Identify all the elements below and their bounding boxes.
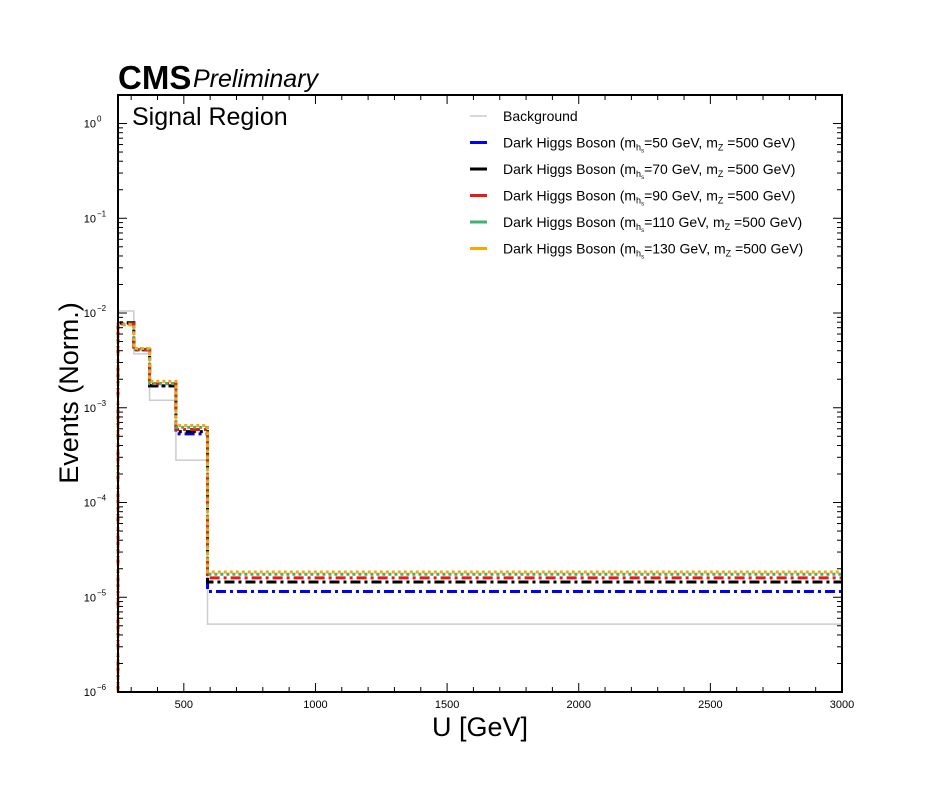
legend-subscript: s bbox=[641, 255, 644, 261]
y-tick-label: 10 bbox=[84, 498, 96, 510]
legend-subscript: s bbox=[641, 202, 644, 208]
legend-subscript: h bbox=[636, 196, 641, 206]
legend-text: =500 GeV) bbox=[723, 161, 795, 177]
y-tick-exponent: −1 bbox=[97, 209, 107, 218]
y-tick-label: 10 bbox=[84, 403, 96, 415]
legend-text: =500 GeV) bbox=[723, 188, 795, 204]
legend-text: =70 GeV, m bbox=[644, 161, 718, 177]
y-tick-exponent: −3 bbox=[97, 399, 107, 408]
legend-text: =50 GeV, m bbox=[644, 135, 718, 151]
x-tick-label: 500 bbox=[175, 699, 193, 711]
x-tick-label: 1500 bbox=[435, 699, 459, 711]
x-tick-label: 2000 bbox=[566, 699, 590, 711]
legend-text: Background bbox=[503, 108, 578, 124]
legend-text: =110 GeV, m bbox=[644, 214, 725, 230]
plot-frame bbox=[117, 94, 843, 693]
series-layer bbox=[116, 310, 842, 692]
legend-entry-5: Dark Higgs Boson (mhs=130 GeV, mZ =500 G… bbox=[503, 241, 803, 261]
status-label: Preliminary bbox=[193, 65, 320, 93]
plot-area bbox=[118, 95, 842, 692]
legend-text: =500 GeV) bbox=[723, 135, 795, 151]
region-label: Signal Region bbox=[132, 103, 288, 131]
y-tick-label: 10 bbox=[84, 687, 96, 699]
x-tick-label: 2500 bbox=[698, 699, 722, 711]
legend-text: Dark Higgs Boson (m bbox=[503, 188, 636, 204]
series-line-4 bbox=[116, 322, 842, 692]
legend-entry-4: Dark Higgs Boson (mhs=110 GeV, mZ =500 G… bbox=[503, 214, 802, 234]
y-tick-label: 10 bbox=[84, 308, 96, 320]
legend-subscript: s bbox=[641, 149, 644, 155]
experiment-label: CMS bbox=[118, 59, 191, 96]
y-tick-label: 10 bbox=[84, 213, 96, 225]
legend-subscript: Z bbox=[718, 196, 724, 206]
legend-entry-2: Dark Higgs Boson (mhs=70 GeV, mZ =500 Ge… bbox=[503, 161, 795, 181]
x-axis-label: U [GeV] bbox=[432, 712, 528, 742]
legend-text: =500 GeV) bbox=[731, 241, 803, 257]
y-axis-label: Events (Norm.) bbox=[54, 302, 84, 484]
x-tick-label: 1000 bbox=[303, 699, 327, 711]
legend-entry-1: Dark Higgs Boson (mhs=50 GeV, mZ =500 Ge… bbox=[503, 135, 795, 155]
x-tick-label: 3000 bbox=[830, 699, 854, 711]
legend-subscript: h bbox=[636, 143, 641, 153]
legend-subscript: Z bbox=[725, 222, 731, 232]
y-tick-exponent: 0 bbox=[97, 115, 102, 124]
legend-text: Dark Higgs Boson (m bbox=[503, 135, 636, 151]
y-tick-exponent: −4 bbox=[97, 494, 107, 503]
series-line-0 bbox=[117, 310, 842, 692]
legend-subscript: h bbox=[636, 222, 641, 232]
y-tick-label: 10 bbox=[84, 119, 96, 131]
y-tick-label: 10 bbox=[84, 592, 96, 604]
legend-entry-3: Dark Higgs Boson (mhs=90 GeV, mZ =500 Ge… bbox=[503, 188, 795, 208]
y-tick-exponent: −6 bbox=[97, 683, 107, 692]
legend-subscript: Z bbox=[718, 143, 724, 153]
legend-text: Dark Higgs Boson (m bbox=[503, 241, 636, 257]
legend-subscript: s bbox=[641, 175, 644, 181]
legend-text: Dark Higgs Boson (m bbox=[503, 161, 636, 177]
series-line-5 bbox=[116, 323, 842, 692]
legend-text: =90 GeV, m bbox=[644, 188, 718, 204]
legend-subscript: h bbox=[636, 249, 641, 259]
y-tick-exponent: −5 bbox=[97, 588, 107, 597]
legend-subscript: Z bbox=[726, 249, 732, 259]
legend-text: Dark Higgs Boson (m bbox=[503, 214, 636, 230]
legend-subscript: Z bbox=[718, 169, 724, 179]
legend-text: =130 GeV, m bbox=[644, 241, 726, 257]
y-tick-exponent: −2 bbox=[97, 304, 107, 313]
legend-entry-0: Background bbox=[503, 108, 578, 124]
legend-subscript: h bbox=[636, 169, 641, 179]
legend-subscript: s bbox=[641, 228, 644, 234]
legend-text: =500 GeV) bbox=[730, 214, 802, 230]
